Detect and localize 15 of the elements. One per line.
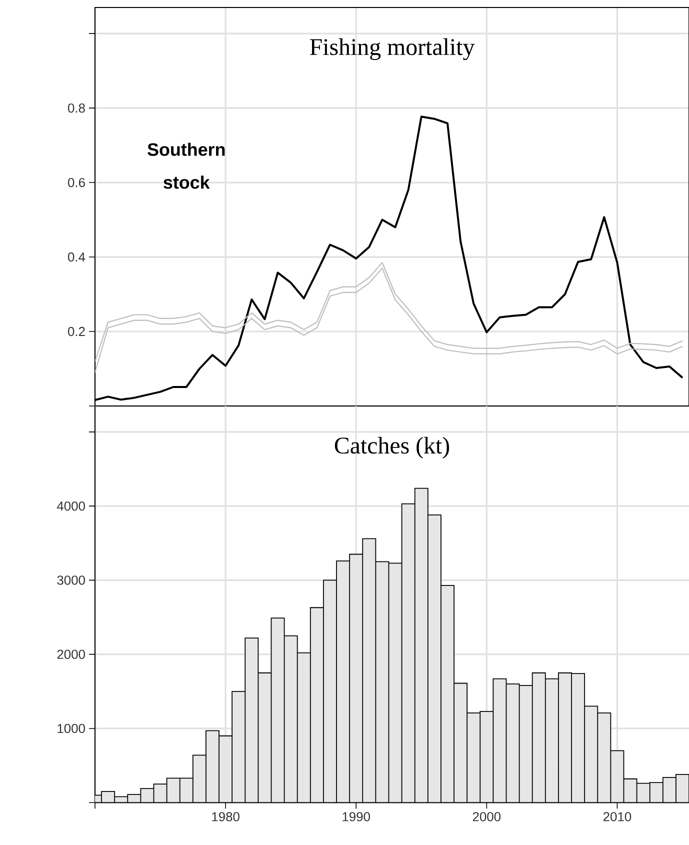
y-tick-label: 4000 [56, 501, 85, 511]
y-tick-label: 0.4 [68, 252, 86, 262]
y-tick-label: 0.2 [68, 326, 85, 336]
text: Catches (kt) [334, 436, 450, 459]
y-tick-label: 2000 [57, 650, 85, 659]
y-tick-label: 3000 [57, 576, 85, 585]
x-tick-label: 2010 [603, 812, 632, 822]
x-tick-label: 2000 [472, 812, 501, 822]
y-tick-label: 0.6 [68, 178, 85, 188]
y-tick-label: 1000 [58, 724, 85, 734]
x-tick-label: 1990 [342, 812, 370, 822]
x-tick-label: 1980 [212, 812, 240, 822]
y-tick-label: 0.8 [68, 103, 85, 113]
text: Fishing mortality [310, 38, 475, 60]
annotation: Southern stock [148, 142, 225, 189]
